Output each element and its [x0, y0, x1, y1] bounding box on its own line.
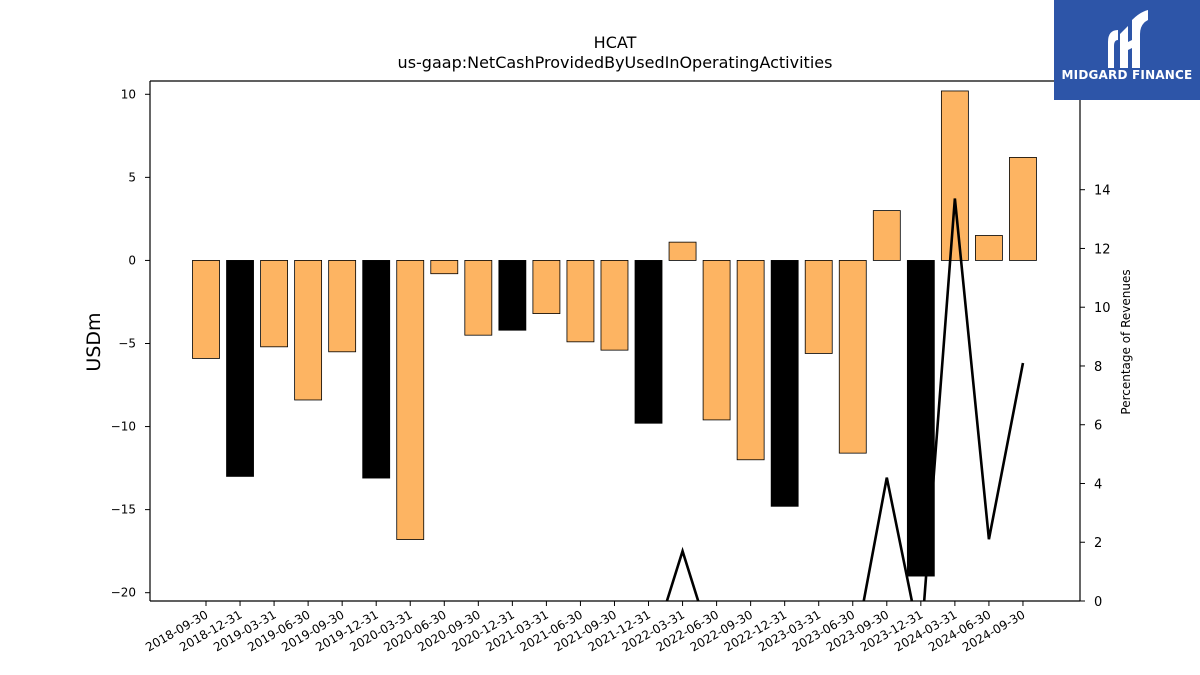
- y2-tick-label: 8: [1094, 360, 1102, 375]
- bar-2020-09-30: [464, 260, 493, 336]
- y2-tick-label: 0: [1094, 595, 1102, 610]
- bar-2022-12-31: [770, 260, 799, 507]
- chart-title: HCAT: [594, 33, 637, 52]
- bar-2020-06-30: [430, 260, 459, 275]
- y-tick-label: 5: [128, 170, 136, 184]
- y2-tick-label: 14: [1094, 184, 1111, 199]
- y-tick-label: −5: [118, 336, 136, 350]
- y-axis-label: USDm: [83, 312, 105, 371]
- bar-2024-06-30: [975, 235, 1003, 261]
- ratio-line-segment-2: [862, 198, 1025, 601]
- y2-tick-label: 10: [1094, 301, 1111, 316]
- bar-2022-09-30: [736, 260, 765, 461]
- ratio-line-segment-1: [665, 546, 700, 601]
- plot-area: 1050−5−10−15−20024681012142018-09-302018…: [111, 80, 1111, 654]
- bar-2021-06-30: [566, 260, 595, 343]
- y2-axis-label: Percentage of Revenues: [1119, 269, 1133, 414]
- bar-2024-03-31: [940, 90, 969, 261]
- brand-name: MIDGARD FINANCE: [1061, 68, 1193, 82]
- logo-mark-icon: [1108, 10, 1148, 68]
- bar-2018-12-31: [226, 260, 254, 477]
- y2-tick-label: 4: [1094, 477, 1102, 492]
- bar-2024-09-30: [1009, 157, 1037, 261]
- bar-2018-09-30: [192, 260, 220, 359]
- bar-2023-09-30: [872, 210, 901, 261]
- bar-2019-12-31: [362, 260, 391, 479]
- y2-tick-label: 12: [1094, 242, 1111, 257]
- brand-logo: MIDGARD FINANCE: [1054, 0, 1200, 100]
- bar-2022-03-31: [668, 241, 697, 261]
- bar-2023-03-31: [804, 260, 833, 354]
- bar-2021-12-31: [634, 260, 663, 424]
- bar-2020-12-31: [498, 260, 527, 331]
- y-tick-label: −15: [111, 503, 136, 517]
- chart-subtitle: us-gaap:NetCashProvidedByUsedInOperating…: [398, 53, 833, 72]
- y-tick-label: −20: [111, 586, 136, 600]
- bar-2019-09-30: [328, 260, 357, 353]
- y-tick-label: 0: [128, 253, 136, 267]
- y-tick-label: −10: [111, 420, 136, 434]
- y2-tick-label: 2: [1094, 536, 1102, 551]
- bar-2023-06-30: [838, 260, 867, 454]
- bar-2021-09-30: [600, 260, 629, 351]
- bar-2020-03-31: [396, 260, 425, 540]
- bar-2021-03-31: [532, 260, 561, 314]
- bar-2022-06-30: [702, 260, 731, 421]
- y-tick-label: 10: [121, 87, 136, 101]
- y2-tick-label: 6: [1094, 419, 1102, 434]
- bar-2019-06-30: [294, 260, 323, 401]
- bar-2019-03-31: [260, 260, 288, 348]
